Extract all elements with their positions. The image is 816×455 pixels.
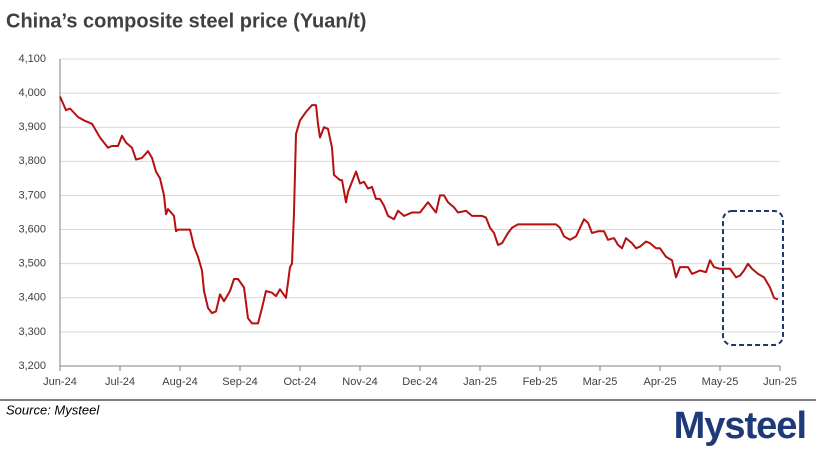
- x-tick-label: Nov-24: [342, 376, 377, 388]
- y-tick-label: 3,300: [18, 326, 46, 338]
- highlight-box: [722, 210, 784, 346]
- x-tick-label: Aug-24: [162, 376, 197, 388]
- x-tick-label: Sep-24: [222, 376, 257, 388]
- y-tick-label: 4,100: [18, 53, 46, 65]
- y-tick-label: 4,000: [18, 87, 46, 99]
- x-tick-label: Apr-25: [643, 376, 676, 388]
- x-tick-label: Dec-24: [402, 376, 437, 388]
- x-tick-label: Jun-25: [763, 376, 797, 388]
- x-tick-label: Oct-24: [283, 376, 316, 388]
- y-tick-label: 3,600: [18, 223, 46, 235]
- x-tick-label: Feb-25: [523, 376, 558, 388]
- line-series: [59, 96, 779, 325]
- x-tick-label: Jan-25: [463, 376, 497, 388]
- y-tick-label: 3,500: [18, 258, 46, 270]
- y-tick-label: 3,700: [18, 189, 46, 201]
- logo: Mysteel: [674, 405, 806, 447]
- x-tick-label: Jul-24: [105, 376, 135, 388]
- y-tick-label: 3,400: [18, 292, 46, 304]
- y-tick-label: 3,800: [18, 155, 46, 167]
- x-tick-label: May-25: [702, 376, 739, 388]
- chart-title: China’s composite steel price (Yuan/t): [6, 10, 366, 32]
- x-tick-label: Jun-24: [43, 376, 77, 388]
- y-tick-label: 3,900: [18, 121, 46, 133]
- y-tick-label: 3,200: [18, 360, 46, 372]
- x-tick-label: Mar-25: [583, 376, 618, 388]
- source: Source: Mysteel: [6, 402, 100, 417]
